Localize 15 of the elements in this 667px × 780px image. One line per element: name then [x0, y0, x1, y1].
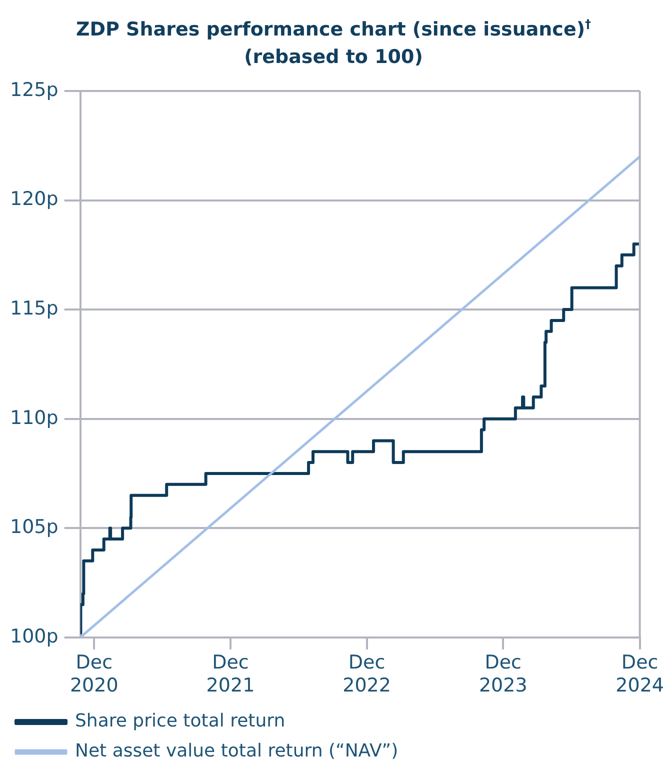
legend-label: Share price total return: [75, 711, 286, 732]
x-tick-label: Dec 2023: [478, 652, 528, 697]
y-tick-label: 105p: [10, 516, 58, 538]
legend-label: Net asset value total return (“NAV”): [75, 741, 398, 762]
chart-subtitle: (rebased to 100): [243, 45, 424, 70]
x-tick-label: Dec 2024: [616, 652, 664, 697]
y-tick-label: 115p: [10, 298, 58, 320]
chart-title: ZDP Shares performance chart (since issuance)$^{†}$: [74, 16, 592, 42]
x-tick-label: Dec 2022: [342, 652, 391, 697]
x-tick-label: Dec 2020: [70, 652, 118, 697]
y-tick-label: 100p: [10, 626, 58, 648]
y-tick-label: 110p: [10, 407, 58, 430]
y-tick-label: 120p: [10, 188, 58, 211]
x-tick-label: Dec 2021: [206, 652, 255, 697]
y-tick-label: 125p: [10, 79, 58, 102]
